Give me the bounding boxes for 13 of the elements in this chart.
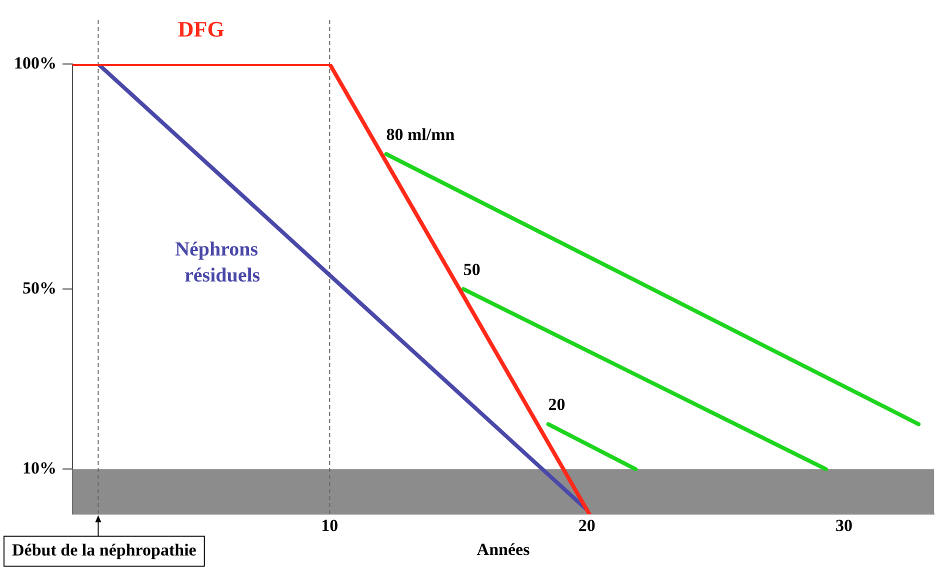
series-label: 80 ml/mn xyxy=(386,124,456,144)
y-tick-label: 100% xyxy=(14,53,56,72)
series-label: 50 xyxy=(463,260,480,279)
x-tick-label: 30 xyxy=(835,516,852,535)
x-tick-label: 10 xyxy=(321,516,338,535)
y-tick-label: 50% xyxy=(22,278,56,298)
series-label: 20 xyxy=(548,395,566,414)
ref-line-label: Début de la néphropathie xyxy=(12,540,197,560)
series-label: DFG xyxy=(178,16,224,42)
x-tick-label: 20 xyxy=(578,516,596,535)
series-label: Néphrons résiduels xyxy=(175,238,260,287)
x-axis-title: Années xyxy=(476,540,530,560)
y-tick-label: 10% xyxy=(22,458,56,478)
